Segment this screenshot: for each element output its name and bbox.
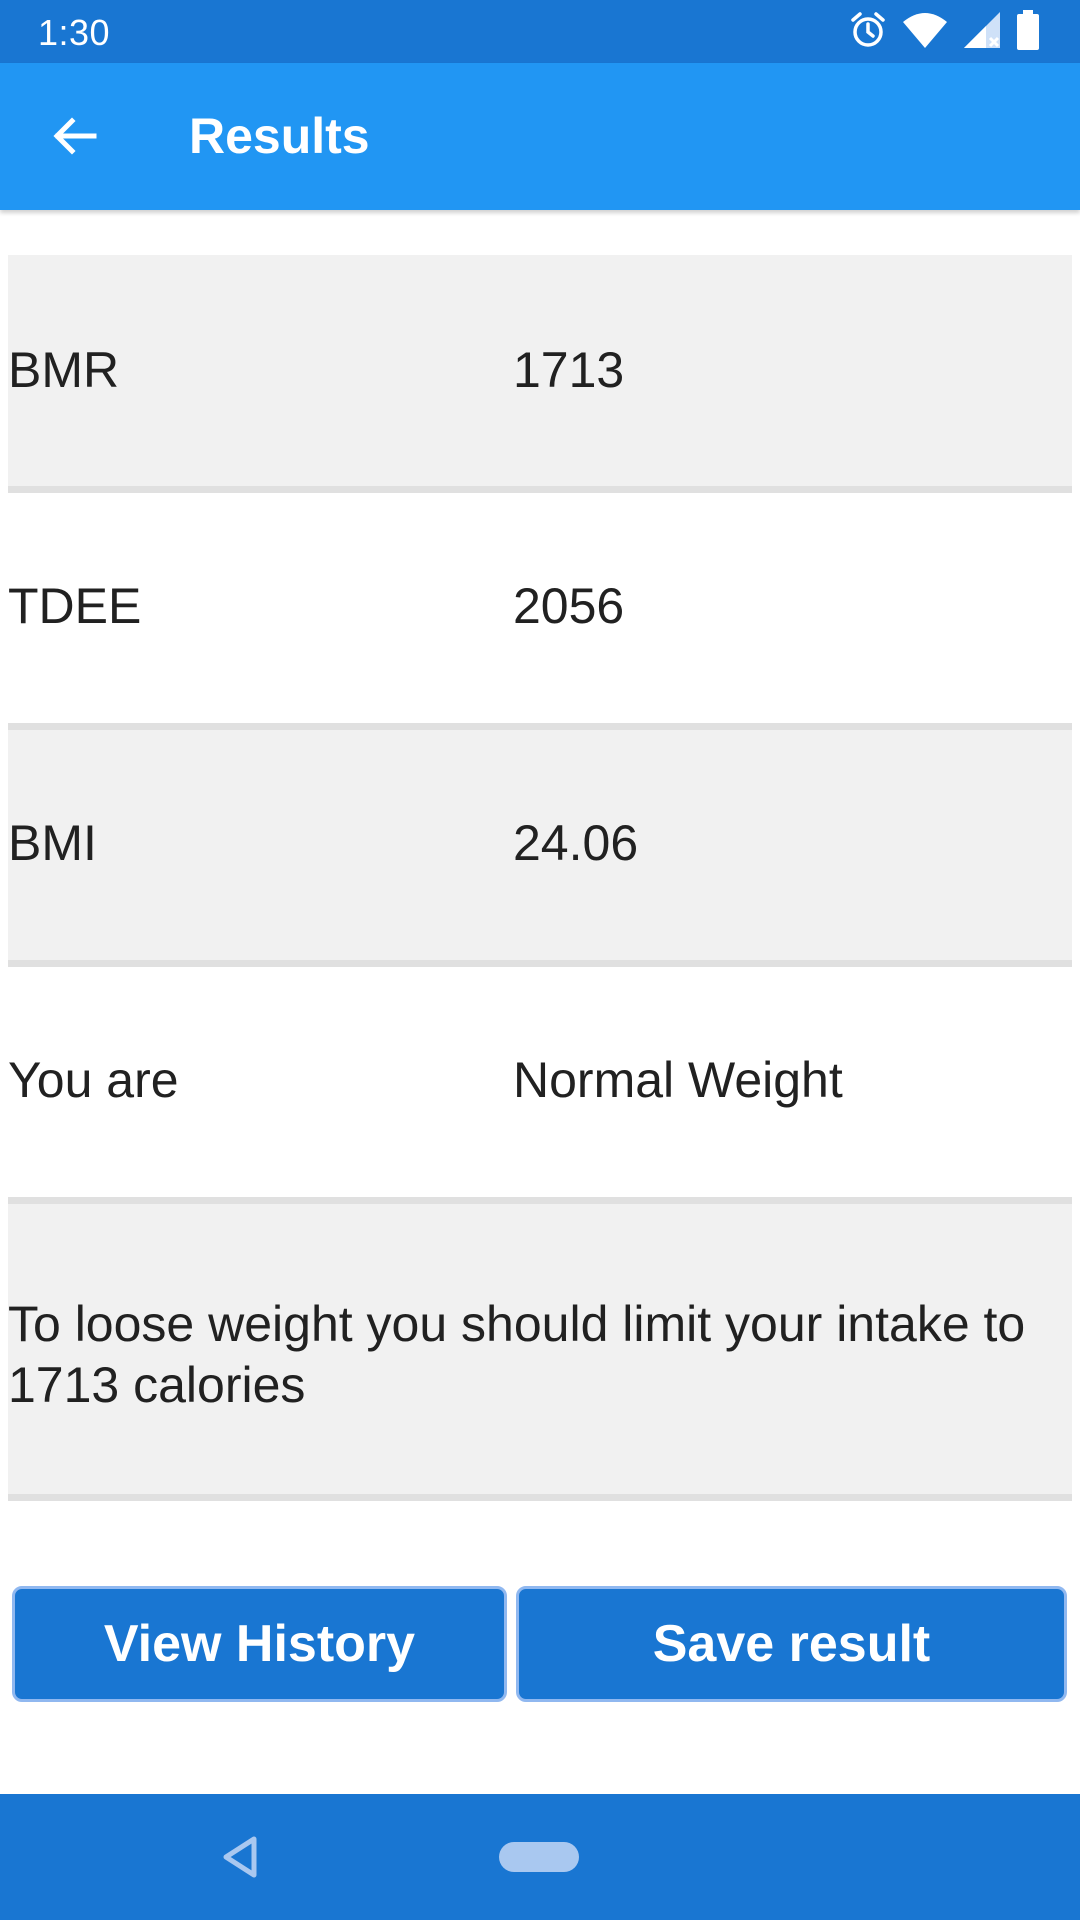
result-row-bmi: BMI 24.06 — [8, 730, 1072, 967]
status-bar: 1:30 — [0, 0, 1080, 63]
advice-row: To loose weight you should limit your in… — [8, 1204, 1072, 1501]
result-label: You are — [8, 1052, 179, 1108]
app-bar: Results — [0, 63, 1080, 210]
result-value: Normal Weight — [513, 1052, 843, 1108]
nav-back-icon[interactable] — [220, 1834, 260, 1885]
status-time: 1:30 — [38, 12, 111, 53]
navigation-bar — [0, 1794, 1080, 1920]
advice-text: To loose weight you should limit your in… — [8, 1296, 1026, 1413]
result-row-tdee: TDEE 2056 — [8, 493, 1072, 730]
view-history-button[interactable]: View History — [12, 1586, 507, 1702]
result-value: 2056 — [513, 578, 625, 634]
arrow-back-icon — [50, 112, 98, 165]
wifi-icon — [902, 10, 948, 55]
back-button[interactable] — [34, 103, 114, 173]
result-label: BMR — [8, 342, 120, 398]
alarm-icon — [848, 10, 888, 55]
result-value: 1713 — [513, 342, 625, 398]
result-label: BMI — [8, 815, 97, 871]
battery-icon — [1016, 9, 1040, 55]
save-result-button[interactable]: Save result — [516, 1586, 1067, 1702]
result-row-category: You are Normal Weight — [8, 967, 1072, 1204]
result-row-bmr: BMR 1713 — [8, 255, 1072, 493]
status-icons — [848, 9, 1040, 55]
result-label: TDEE — [8, 578, 142, 634]
result-value: 24.06 — [513, 815, 639, 871]
signal-icon — [962, 10, 1002, 55]
nav-home-pill[interactable] — [499, 1842, 579, 1872]
page-title: Results — [189, 108, 370, 164]
